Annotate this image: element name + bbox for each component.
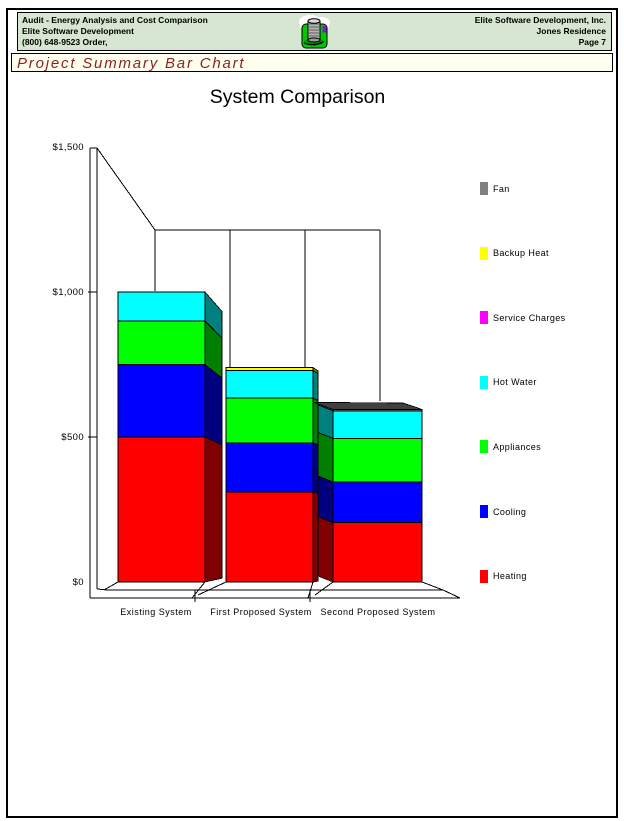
bar-2-segment-cooling	[225, 442, 314, 493]
chart-title: System Comparison	[209, 86, 386, 108]
bar-3-segment-appliances	[332, 437, 423, 483]
legend-swatch	[480, 375, 488, 389]
legend: Fan Backup Heat Service Charges Hot Water Ap…	[480, 0, 620, 650]
legend-swatch	[480, 440, 488, 454]
legend-label: Appliances	[493, 441, 542, 452]
bar-2-segment-backup-heat	[225, 366, 314, 371]
wall-top-diagonal	[96, 147, 156, 231]
bar-2	[225, 366, 319, 583]
bar-3-segment-fan	[332, 408, 423, 412]
axis-frame	[88, 147, 461, 602]
bar-3-side	[317, 475, 334, 524]
bar-1-segment-hot-water	[117, 291, 206, 322]
legend-item-hot-water: Hot Water	[480, 375, 537, 389]
bar-1-side	[204, 436, 223, 583]
bar-1-segment-cooling	[117, 364, 206, 438]
legend-label: Backup Heat	[493, 248, 549, 259]
header-phone: (800) 648-9523 Order,	[22, 37, 108, 47]
y-tick-label: $0	[73, 577, 84, 588]
header-page-number: Page 7	[578, 37, 606, 47]
bars	[117, 290, 423, 583]
legend-item-backup-heat: Backup Heat	[480, 246, 549, 260]
bar-2-segment-heating	[225, 491, 314, 583]
legend-swatch	[480, 569, 488, 583]
legend-swatch	[480, 182, 488, 195]
bar-2-side	[312, 442, 319, 494]
bar-2-side	[312, 397, 319, 446]
header-right-block: Elite Software Development, Inc. Jones R…	[475, 15, 606, 48]
header-project-name: Jones Residence	[536, 26, 606, 36]
legend-item-cooling: Cooling	[480, 505, 526, 518]
legend-label: Cooling	[493, 506, 527, 517]
legend-swatch	[480, 311, 488, 325]
header-company: Elite Software Development	[22, 26, 134, 36]
bar-2-segment-hot-water	[225, 369, 314, 399]
bar-2-side	[312, 491, 319, 583]
y-tick-label: $1,000	[53, 287, 84, 298]
x-category-label: Existing System	[120, 607, 192, 617]
bar-3	[313, 402, 423, 583]
bar-3-side	[317, 431, 334, 483]
bar-1-segment-appliances	[117, 320, 206, 365]
report-header: Audit - Energy Analysis and Cost Compari…	[17, 12, 612, 51]
bar-2-segment-appliances	[225, 397, 314, 444]
y-tick-label: $500	[61, 432, 84, 443]
bar-3-top	[313, 402, 423, 410]
legend-label: Hot Water	[493, 377, 537, 388]
legend-label: Service Charges	[493, 312, 566, 323]
header-left-block: Audit - Energy Analysis and Cost Compari…	[22, 15, 208, 48]
legend-item-heating: Heating	[480, 569, 527, 583]
legend-swatch	[480, 246, 488, 260]
section-title-bar: Project Summary Bar Chart	[11, 53, 613, 72]
bar-3-segment-cooling	[332, 481, 423, 524]
bar-3-segment-heating	[332, 522, 423, 583]
legend-item-fan: Fan	[480, 182, 510, 195]
section-title-text: Project Summary Bar Chart	[17, 55, 246, 72]
header-app-title: Audit - Energy Analysis and Cost Compari…	[22, 15, 208, 25]
x-category-label: First Proposed System	[210, 607, 312, 617]
legend-label: Fan	[493, 183, 510, 194]
bar-1-segment-heating	[117, 436, 206, 583]
header-company-right: Elite Software Development, Inc.	[474, 15, 606, 25]
bar-3-segment-hot-water	[332, 410, 423, 439]
bar-3-side	[317, 515, 334, 583]
hvac-coil-logo	[299, 15, 330, 49]
bar-1	[117, 290, 223, 583]
y-tick-label: $1,500	[53, 142, 84, 153]
legend-item-appliances: Appliances	[480, 440, 542, 454]
bar-2-side	[312, 369, 319, 402]
legend-label: Heating	[493, 571, 527, 582]
legend-swatch	[480, 505, 488, 518]
x-category-label: Second Proposed System	[320, 607, 435, 617]
legend-item-service-charges: Service Charges	[480, 311, 566, 325]
